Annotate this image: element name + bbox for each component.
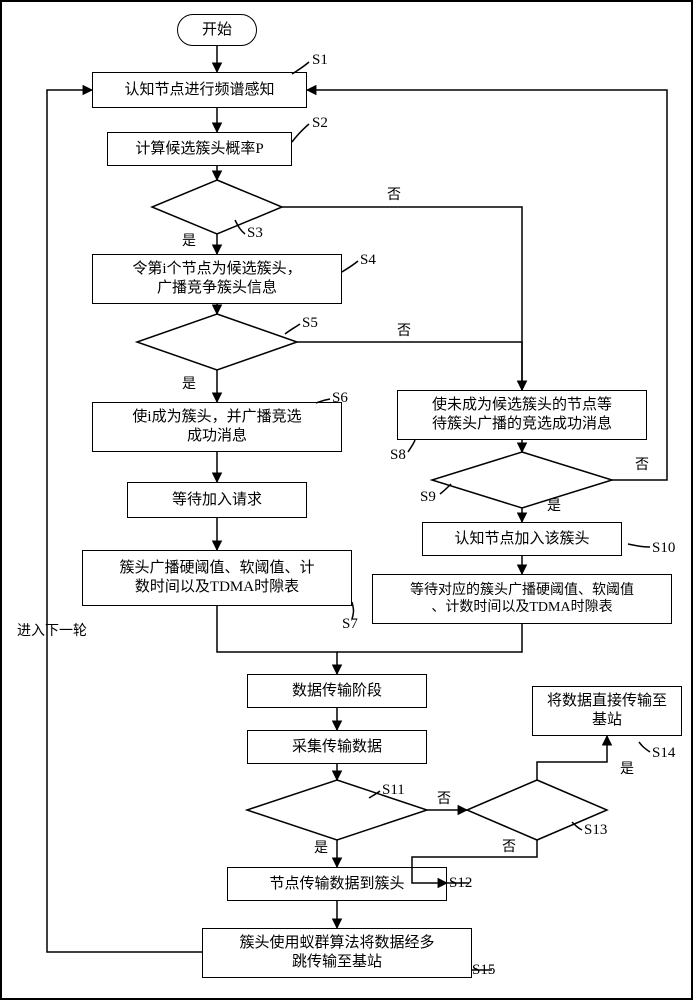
label-s9: S9 <box>420 489 436 506</box>
label-s13: S13 <box>584 822 607 839</box>
node-data-phase: 数据传输阶段 <box>247 674 427 708</box>
label-s15: S15 <box>472 962 495 979</box>
edge-d11-yes: 是 <box>314 841 328 856</box>
label-s7: S7 <box>342 616 358 633</box>
label-s12: S12 <box>449 875 472 892</box>
decision-s3-text: P>0.4? <box>157 199 277 216</box>
node-s6: 使i成为簇头，并广播竞选 成功消息 <box>92 402 342 452</box>
node-s2-text: 计算候选簇头概率P <box>135 140 263 159</box>
node-s10b: 等待对应的簇头广播硬阈值、软阈值 、计数时间以及TDMA时隙表 <box>372 574 672 624</box>
node-s10a-text: 认知节点加入该簇头 <box>454 530 589 549</box>
label-s5: S5 <box>302 315 318 332</box>
node-s7-text: 簇头广播硬阈值、软阈值、计 数时间以及TDMA时隙表 <box>119 559 314 597</box>
decision-s5-text: Eᵢ＞Eⱼ? <box>157 334 277 351</box>
decision-s13-text: 时间间隔超出 CT? <box>472 795 602 841</box>
edge-next-round: 进入下一轮 <box>17 624 87 639</box>
node-s1-text: 认知节点进行频谱感知 <box>124 81 274 100</box>
label-s1: S1 <box>312 52 328 69</box>
node-data-phase-text: 数据传输阶段 <box>292 682 382 701</box>
node-s14: 将数据直接传输至 基站 <box>532 686 682 736</box>
start-text: 开始 <box>202 21 232 40</box>
edge-d13-no: 否 <box>502 840 516 855</box>
node-wait-join: 等待加入请求 <box>127 482 307 518</box>
edge-d11-no: 否 <box>437 792 451 807</box>
label-s11: S11 <box>382 782 405 799</box>
label-s10: S10 <box>652 540 675 557</box>
node-s6-text: 使i成为簇头，并广播竞选 成功消息 <box>132 408 301 446</box>
node-s7: 簇头广播硬阈值、软阈值、计 数时间以及TDMA时隙表 <box>82 550 352 606</box>
edge-d13-yes: 是 <box>620 762 634 777</box>
node-s8-text: 使未成为候选簇头的节点等 待簇头广播的竞选成功消息 <box>432 396 612 434</box>
node-s10a: 认知节点加入该簇头 <box>422 522 622 556</box>
node-wait-join-text: 等待加入请求 <box>172 491 262 510</box>
flowchart-canvas: 开始 认知节点进行频谱感知 计算候选簇头概率P P>0.4? 令第i个节点为候选… <box>0 0 693 1000</box>
label-s3: S3 <box>247 225 263 242</box>
node-s10b-text: 等待对应的簇头广播硬阈值、软阈值 、计数时间以及TDMA时隙表 <box>410 582 634 617</box>
node-collect-text: 采集传输数据 <box>292 738 382 757</box>
node-s8: 使未成为候选簇头的节点等 待簇头广播的竞选成功消息 <box>397 390 647 440</box>
node-s4-text: 令第i个节点为候选簇头， 广播竞争簇头信息 <box>132 260 301 298</box>
node-collect: 采集传输数据 <box>247 730 427 764</box>
edge-d9-no: 否 <box>635 458 649 473</box>
node-s12: 节点传输数据到簇头 <box>227 867 447 901</box>
edge-d5-no: 否 <box>397 324 411 339</box>
node-s1: 认知节点进行频谱感知 <box>92 72 307 108</box>
edge-d5-yes: 是 <box>182 377 196 392</box>
label-s6: S6 <box>332 390 348 407</box>
node-s15: 簇头使用蚁群算法将数据经多 跳传输至基站 <box>202 928 472 978</box>
node-s12-text: 节点传输数据到簇头 <box>269 875 404 894</box>
edge-d3-yes: 是 <box>182 234 196 249</box>
node-s14-text: 将数据直接传输至 基站 <box>547 692 667 730</box>
label-s14: S14 <box>652 745 675 762</box>
edge-d3-no: 否 <box>387 188 401 203</box>
label-s2: S2 <box>312 115 328 132</box>
node-s2: 计算候选簇头概率P <box>107 132 292 166</box>
edges-svg <box>2 2 693 1002</box>
label-s8: S8 <box>390 447 406 464</box>
decision-s9-text: 有公共空闲信道 <box>447 472 597 487</box>
edge-d9-yes: 是 <box>547 499 561 514</box>
start-terminator: 开始 <box>177 14 257 46</box>
node-s15-text: 簇头使用蚁群算法将数据经多 跳传输至基站 <box>239 934 434 972</box>
decision-s11-text: 数据满足HT, ST? <box>252 802 422 817</box>
label-s4: S4 <box>360 252 376 269</box>
node-s4: 令第i个节点为候选簇头， 广播竞争簇头信息 <box>92 254 342 304</box>
